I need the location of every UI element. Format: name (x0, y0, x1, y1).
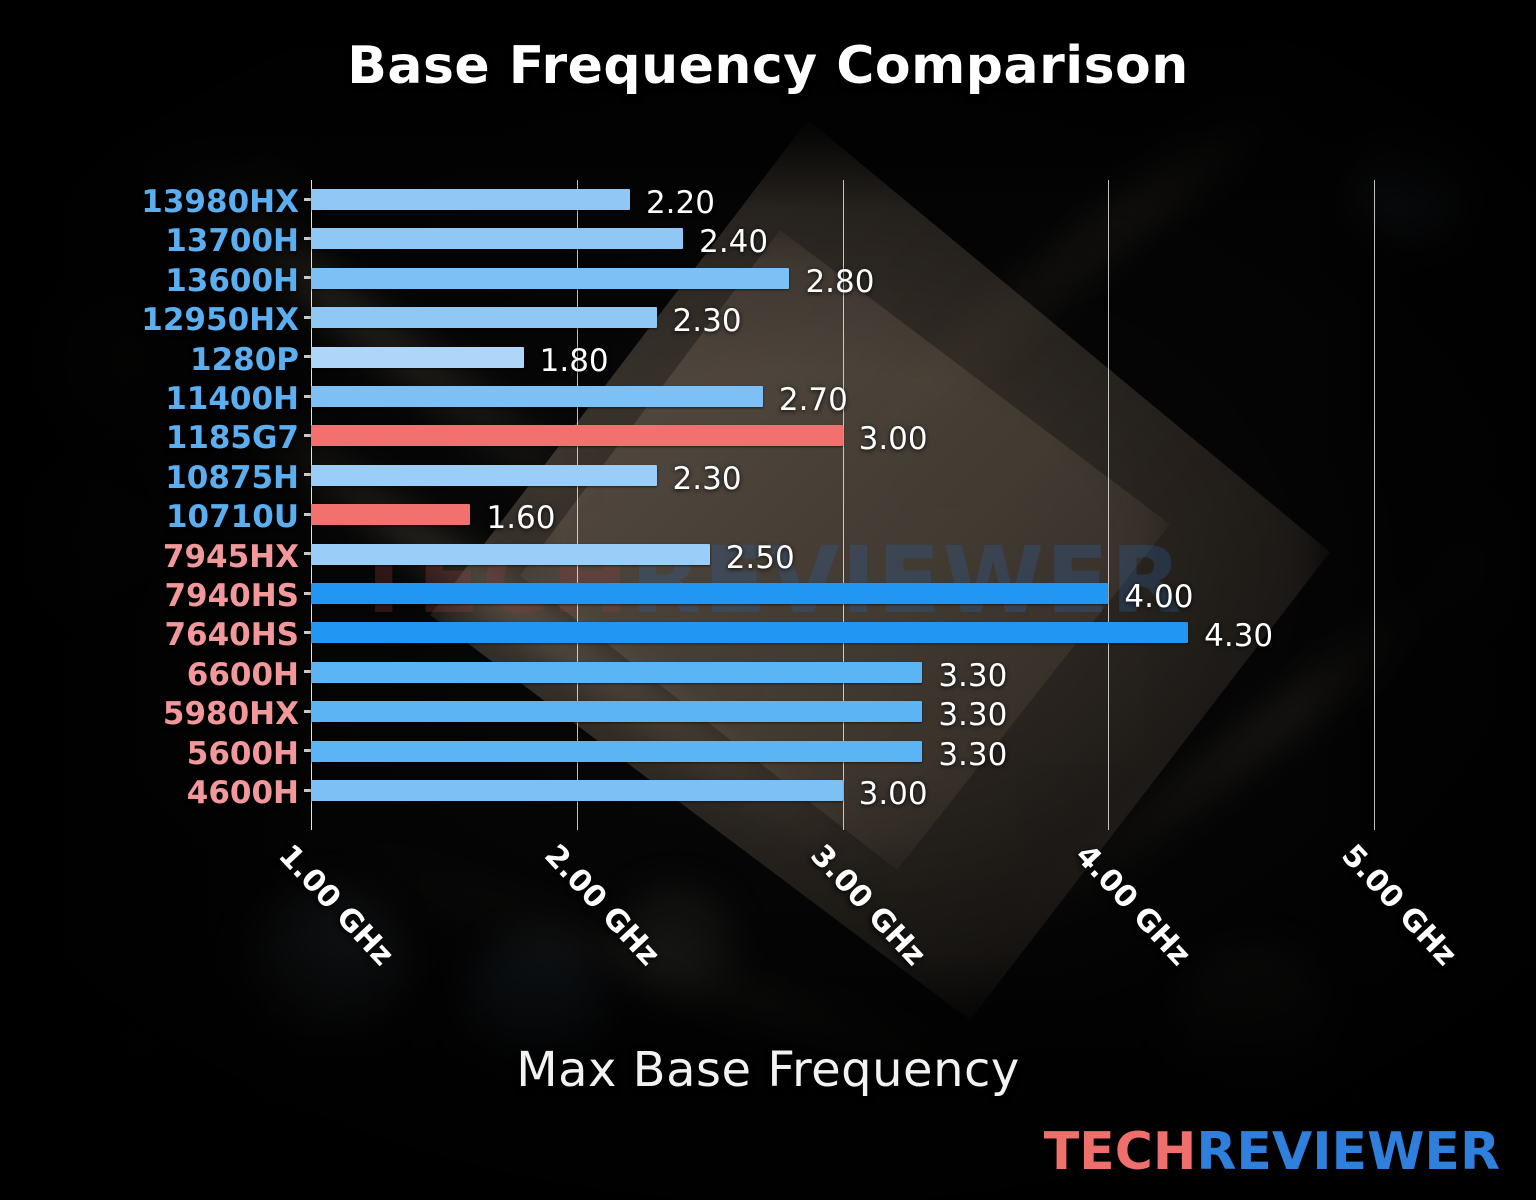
bar-5980hx[interactable] (311, 701, 923, 723)
bar-1185g7[interactable] (311, 425, 843, 447)
logo-tech-text: TECH (1043, 1122, 1197, 1182)
category-label-13700h: 13700H (165, 223, 299, 260)
logo-reviewer-text: REVIEWER (1196, 1122, 1500, 1182)
bar-row[interactable]: 3.00 (304, 416, 1508, 458)
y-tick-mark (304, 630, 311, 634)
category-label-11400h: 11400H (165, 381, 299, 417)
gridline-4-00-ghz (1108, 180, 1110, 830)
bar-row[interactable]: 1.60 (304, 495, 1508, 537)
bar-7940hs[interactable] (311, 583, 1109, 604)
bar-row[interactable]: 4.00 (304, 574, 1508, 615)
bar-row[interactable]: 2.80 (304, 259, 1508, 300)
bar-value-label: 4.30 (1204, 618, 1274, 655)
category-label-5600h: 5600H (186, 735, 299, 772)
bar-13980hx[interactable] (311, 189, 630, 210)
bar-value-label: 2.40 (699, 224, 769, 261)
y-tick-mark (304, 276, 311, 280)
bar-value-label: 4.00 (1124, 579, 1194, 615)
category-label-13600h: 13600H (165, 262, 299, 299)
bar-row[interactable]: 3.00 (304, 771, 1508, 812)
bar-row[interactable]: 2.30 (304, 298, 1508, 340)
bar-value-label: 3.00 (858, 776, 928, 812)
category-label-7940hs: 7940HS (164, 578, 299, 614)
x-tick-label-2-00-ghz: 2.00 GHz (537, 838, 667, 973)
bar-13700h[interactable] (311, 228, 684, 250)
y-tick-mark (304, 433, 311, 437)
y-tick-mark (304, 709, 311, 713)
category-label-13980hx: 13980HX (141, 184, 299, 220)
y-tick-mark (304, 512, 311, 516)
bar-row[interactable]: 3.30 (304, 653, 1508, 694)
bar-row[interactable]: 1.80 (304, 338, 1508, 379)
y-tick-mark (304, 473, 311, 477)
gridline-2-00-ghz (576, 180, 578, 830)
y-tick-mark (304, 552, 311, 556)
bar-value-label: 2.30 (672, 303, 742, 340)
bar-value-label: 3.00 (858, 421, 928, 458)
bar-value-label: 3.30 (938, 697, 1008, 734)
bar-value-label: 2.70 (778, 382, 848, 418)
y-tick-mark (304, 591, 311, 595)
y-tick-mark (304, 788, 311, 792)
bar-row[interactable]: 3.30 (304, 692, 1508, 734)
y-tick-mark (304, 670, 311, 674)
y-tick-mark (304, 394, 311, 398)
y-tick-mark (304, 315, 311, 319)
category-label-10875h: 10875H (165, 459, 299, 496)
bar-value-label: 1.80 (539, 342, 609, 379)
gridline-5-00-ghz (1374, 180, 1376, 830)
bar-row[interactable]: 4.30 (304, 613, 1508, 655)
bar-7945hx[interactable] (311, 543, 710, 565)
x-tick-label-1-00-ghz: 1.00 GHz (271, 838, 401, 973)
bar-value-label: 2.30 (672, 460, 742, 497)
x-tick-label-5-00-ghz: 5.00 GHz (1334, 838, 1464, 973)
category-label-6600h: 6600H (186, 656, 299, 693)
bar-6600h[interactable] (311, 661, 923, 683)
bar-13600h[interactable] (311, 267, 790, 289)
y-tick-mark (304, 355, 311, 359)
bar-value-label: 3.30 (938, 736, 1008, 773)
bar-row[interactable]: 2.70 (304, 377, 1508, 418)
bar-value-label: 2.50 (725, 539, 795, 576)
category-label-4600h: 4600H (186, 775, 299, 811)
y-tick-mark (304, 236, 311, 240)
x-tick-label-3-00-ghz: 3.00 GHz (802, 838, 933, 973)
category-label-10710u: 10710U (165, 499, 299, 536)
bar-5600h[interactable] (311, 740, 923, 762)
y-tick-mark (304, 197, 311, 201)
bar-row[interactable]: 2.20 (304, 180, 1508, 221)
bar-value-label: 2.20 (645, 185, 715, 221)
bar-10710u[interactable] (311, 504, 471, 526)
category-label-7945hx: 7945HX (162, 538, 299, 575)
category-label-1185g7: 1185G7 (165, 420, 299, 457)
bar-value-label: 2.80 (805, 263, 875, 300)
bar-4600h[interactable] (311, 780, 843, 801)
bar-row[interactable]: 2.50 (304, 535, 1508, 576)
bar-row[interactable]: 3.30 (304, 732, 1508, 773)
techreviewer-logo: TECHREVIEWER (1044, 1122, 1500, 1182)
bar-11400h[interactable] (311, 386, 763, 407)
bar-value-label: 3.30 (938, 657, 1008, 694)
bar-row[interactable]: 2.40 (304, 219, 1508, 261)
category-label-7640hs: 7640HS (164, 617, 299, 654)
x-tick-label-4-00-ghz: 4.00 GHz (1068, 838, 1198, 973)
y-tick-mark (304, 749, 311, 753)
gridline-3-00-ghz (842, 180, 844, 830)
bar-7640hs[interactable] (311, 622, 1189, 644)
chart-title: Base Frequency Comparison (347, 36, 1189, 96)
bar-value-label: 1.60 (486, 500, 556, 537)
bar-row[interactable]: 2.30 (304, 456, 1508, 497)
x-axis-label: Max Base Frequency (516, 1042, 1020, 1098)
category-label-5980hx: 5980HX (162, 696, 299, 733)
category-label-12950hx: 12950HX (141, 302, 299, 339)
bar-1280p[interactable] (311, 346, 524, 368)
plot-area: 2.20 2.40 2.80 2.30 1.80 2.70 3.00 2.30 1.60 2.50… (304, 180, 1508, 830)
bar-12950hx[interactable] (311, 307, 657, 329)
category-label-1280p: 1280P (190, 341, 299, 378)
bar-10875h[interactable] (311, 464, 657, 486)
